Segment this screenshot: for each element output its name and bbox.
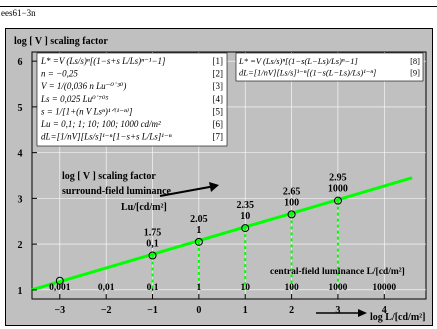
lum-tick-label: 10000 bbox=[372, 283, 396, 293]
marker-lum-label: 1 bbox=[196, 225, 201, 236]
formula-left: L* =V (Ls/s)ⁿ[(1−s+s L/Ls)ⁿ⁻¹−1] bbox=[40, 56, 166, 66]
marker-lum-label: 0,1 bbox=[146, 239, 159, 250]
formula-tag: [1] bbox=[213, 56, 224, 66]
annotation-arrowhead bbox=[209, 182, 219, 192]
x-tick-label: 4 bbox=[382, 305, 387, 316]
formula-left: Ls = 0,025 Lu⁰˙⁷⁰⁵ bbox=[40, 94, 109, 104]
marker-value-label: 2.65 bbox=[283, 186, 301, 197]
x-axis-title: log L/[cd/m²] bbox=[370, 312, 426, 323]
formulas: L* =V (Ls/s)ⁿ[(1−s+s L/Ls)ⁿ⁻¹−1] [1] n = −… bbox=[40, 56, 420, 142]
data-point bbox=[333, 196, 342, 205]
annotation-line3: Lu/[cd/m²] bbox=[121, 202, 167, 213]
formula-tag: [8] bbox=[410, 56, 420, 66]
marker-value-label: 2.05 bbox=[190, 214, 208, 225]
y-tick-label: 4 bbox=[18, 149, 23, 160]
x-tick-label: −1 bbox=[147, 305, 158, 316]
x-tick-label: 2 bbox=[289, 305, 294, 316]
marker-value-label: 1.75 bbox=[144, 228, 162, 239]
formula-left: Lu = 0,1; 1; 10; 100; 1000 cd/m² bbox=[40, 119, 161, 129]
lum-tick-label: 1000 bbox=[328, 283, 347, 293]
x-tick-label: 1 bbox=[243, 305, 248, 316]
formula-left: dL=[1/nV][Ls/s]¹⁻ⁿ[1−s+s L/Ls]¹⁻ⁿ bbox=[41, 132, 172, 142]
formula-tag: [2] bbox=[213, 69, 224, 79]
formula-tag: [7] bbox=[213, 132, 224, 142]
lum-tick-label: 10 bbox=[240, 283, 250, 293]
y-tick-label: 6 bbox=[18, 57, 23, 68]
lum-tick-label: 100 bbox=[284, 283, 299, 293]
marker-value-label: 2.35 bbox=[236, 200, 254, 211]
x-tick-label: −2 bbox=[101, 305, 112, 316]
formula-right: L* =V (Ls/s)ⁿ[(1−s(L−Ls)/Ls)ⁿ−1] bbox=[238, 56, 358, 66]
formula-tag: [9] bbox=[410, 68, 420, 78]
data-point bbox=[241, 224, 250, 233]
data-point bbox=[287, 210, 296, 219]
data-point bbox=[55, 276, 64, 285]
secondary-x-label: central-field luminance L/[cd/m²] bbox=[270, 267, 405, 277]
x-tick-label: −3 bbox=[54, 305, 65, 316]
x-axis-arrowhead bbox=[358, 309, 367, 317]
formula-tag: [6] bbox=[213, 119, 224, 129]
lum-tick-label: 1 bbox=[196, 283, 201, 293]
formula-left: s = 1/[1+(n V Lsⁿ)¹ᐟ⁽¹⁻ⁿ⁾] bbox=[41, 106, 133, 116]
y-tick-label: 2 bbox=[18, 240, 23, 251]
formula-tag: [3] bbox=[213, 81, 224, 91]
y-tick-label: 1 bbox=[18, 286, 23, 297]
data-point bbox=[194, 237, 203, 246]
formula-right: dL=[1/nV][Ls/s]¹⁻ⁿ[(1−s(L−Ls)/Ls)¹⁻ⁿ] bbox=[239, 68, 376, 78]
y-axis-title: log [ V ] scaling factor bbox=[14, 36, 108, 47]
lum-tick-label: 0,001 bbox=[49, 283, 71, 293]
y-tick-label: 5 bbox=[18, 103, 23, 114]
formula-left: n = −0,25 bbox=[41, 69, 78, 79]
axis-ticks: −30,001−20,01−10,10111021003100041000012… bbox=[18, 57, 397, 316]
series-line bbox=[31, 176, 413, 292]
y-tick-label: 3 bbox=[18, 194, 23, 205]
annotation-line1: log [ V ] scaling factor bbox=[62, 171, 156, 182]
x-tick-label: 3 bbox=[335, 305, 340, 316]
marker-lum-label: 100 bbox=[284, 197, 299, 208]
annotation-line2: surround-field luminance bbox=[62, 186, 172, 197]
formula-box-left bbox=[36, 52, 228, 147]
x-tick-label: 0 bbox=[196, 305, 201, 316]
marker-lum-label: 10 bbox=[240, 211, 250, 222]
annotation-arrow bbox=[159, 185, 216, 197]
lum-tick-label: 0,1 bbox=[147, 283, 159, 293]
formula-left: V = 1/(0,036 n Lu⁻⁰˙³⁰) bbox=[41, 81, 126, 91]
lum-tick-label: 0,01 bbox=[98, 283, 115, 293]
formula-tag: [5] bbox=[213, 106, 224, 116]
top-rule bbox=[0, 0, 437, 7]
marker-lum-label: 1000 bbox=[328, 184, 348, 195]
data-point bbox=[148, 251, 157, 260]
page-label: ees61−3n bbox=[1, 8, 36, 18]
formula-tag: [4] bbox=[213, 94, 224, 104]
marker-value-label: 2.95 bbox=[329, 173, 347, 184]
formula-box-right bbox=[235, 52, 424, 82]
